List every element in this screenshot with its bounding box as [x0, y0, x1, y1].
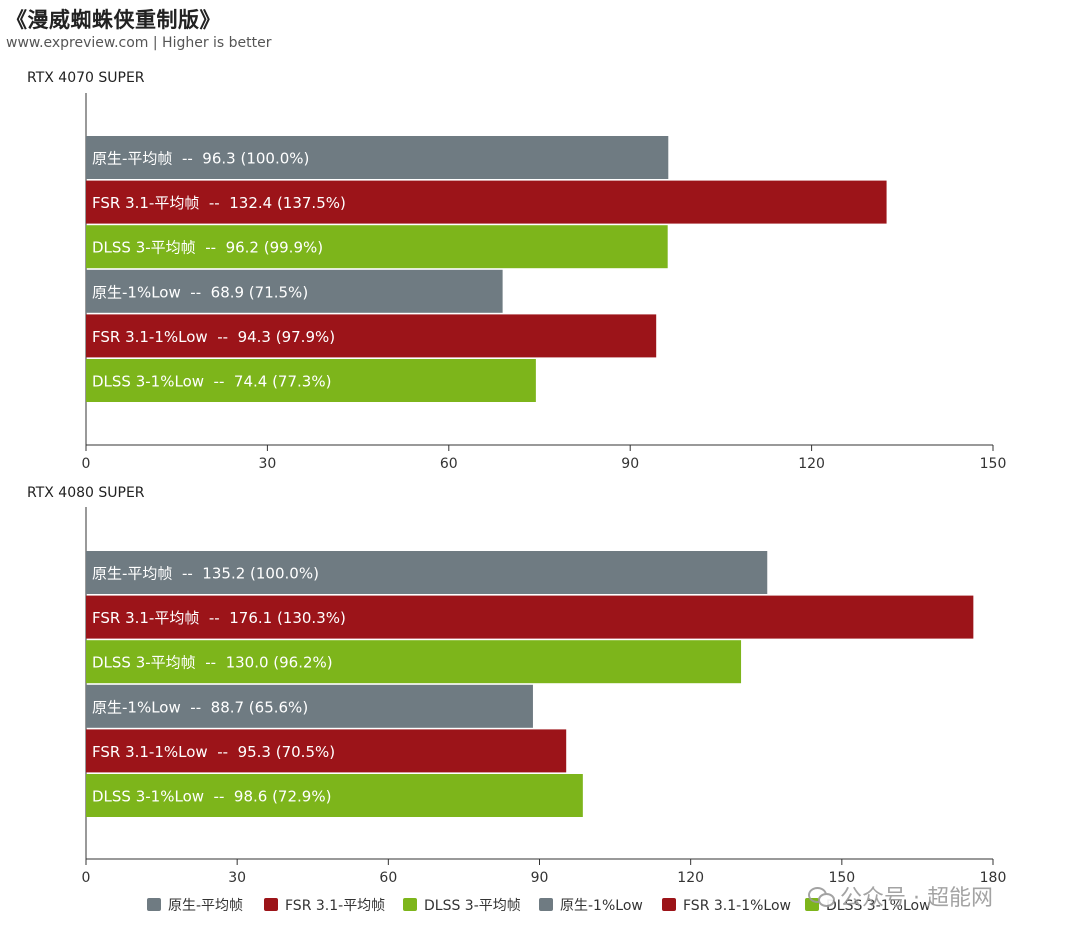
- legend-swatch-native: [147, 898, 161, 911]
- wechat-icon: [808, 886, 835, 907]
- bar-label: DLSS 3-1%Low -- 74.4 (77.3%): [92, 373, 331, 391]
- bar-label: 原生-平均帧 -- 96.3 (100.0%): [92, 150, 309, 168]
- legend-swatch-fsr: [264, 898, 278, 911]
- legend-label: DLSS 3-平均帧: [424, 898, 521, 914]
- x-tick-label: 60: [440, 456, 458, 472]
- x-tick-label: 60: [379, 870, 397, 886]
- legend-swatch-fsr: [662, 898, 676, 911]
- bar-fsr: [86, 729, 567, 773]
- bar-label: DLSS 3-平均帧 -- 96.2 (99.9%): [92, 239, 323, 257]
- bar-fsr: [86, 180, 887, 224]
- bar-label: 原生-平均帧 -- 135.2 (100.0%): [92, 565, 319, 583]
- legend-swatch-native: [539, 898, 553, 911]
- x-tick-label: 30: [258, 456, 276, 472]
- x-tick-label: 0: [82, 456, 91, 472]
- x-tick-label: 150: [828, 870, 855, 886]
- bar-fsr: [86, 314, 657, 358]
- bar-label: DLSS 3-1%Low -- 98.6 (72.9%): [92, 788, 331, 806]
- bar-label: 原生-1%Low -- 68.9 (71.5%): [92, 283, 308, 301]
- chart-panel-rtx4080super: RTX 4080 SUPER 0 30 60 90 120 150 180 原生-平均帧 -- …: [27, 485, 1006, 886]
- x-tick-label: 0: [82, 870, 91, 886]
- page-subtitle: www.expreview.com | Higher is better: [6, 35, 272, 51]
- x-tick-label: 180: [980, 870, 1007, 886]
- bar-dlss: [86, 225, 668, 269]
- x-tick-label: 90: [621, 456, 639, 472]
- bar-dlss: [86, 774, 583, 817]
- watermark: 公众号 · 超能网: [808, 880, 993, 912]
- legend-label: 原生-平均帧: [168, 898, 243, 914]
- bar-label: 原生-1%Low -- 88.7 (65.6%): [92, 698, 308, 716]
- watermark-text: 公众号 · 超能网: [840, 886, 993, 911]
- legend-label: 原生-1%Low: [560, 898, 643, 914]
- bar-dlss: [86, 359, 536, 402]
- bar-native: [86, 684, 533, 728]
- legend-swatch-dlss: [403, 898, 417, 911]
- bar-label: FSR 3.1-1%Low -- 95.3 (70.5%): [92, 743, 335, 761]
- x-tick-label: 150: [980, 456, 1007, 472]
- bar-dlss: [86, 640, 742, 684]
- bar-label: FSR 3.1-平均帧 -- 132.4 (137.5%): [92, 194, 346, 212]
- x-tick-label: 30: [228, 870, 246, 886]
- chart-title: RTX 4070 SUPER: [27, 70, 145, 86]
- legend: 原生-平均帧 FSR 3.1-平均帧 DLSS 3-平均帧 原生-1%Low FSR 3…: [147, 898, 931, 914]
- chart-panel-rtx4070super: RTX 4070 SUPER 0 30 60 90 120 150 原生-平均帧 -- 96.…: [27, 70, 1006, 472]
- legend-label: DLSS 3-1%Low: [826, 898, 931, 914]
- x-tick-label: 120: [677, 870, 704, 886]
- page-title: 《漫威蜘蛛侠重制版》: [6, 8, 221, 32]
- x-tick-label: 120: [798, 456, 825, 472]
- legend-label: FSR 3.1-1%Low: [683, 898, 791, 914]
- bar-native: [86, 136, 669, 179]
- x-tick-label: 90: [531, 870, 549, 886]
- legend-label: FSR 3.1-平均帧: [285, 898, 385, 914]
- bar-fsr: [86, 595, 974, 639]
- bar-native: [86, 269, 503, 313]
- bar-native: [86, 551, 768, 594]
- bar-label: FSR 3.1-平均帧 -- 176.1 (130.3%): [92, 609, 346, 627]
- bar-label: FSR 3.1-1%Low -- 94.3 (97.9%): [92, 328, 335, 346]
- bar-label: DLSS 3-平均帧 -- 130.0 (96.2%): [92, 654, 333, 672]
- chart-title: RTX 4080 SUPER: [27, 485, 145, 501]
